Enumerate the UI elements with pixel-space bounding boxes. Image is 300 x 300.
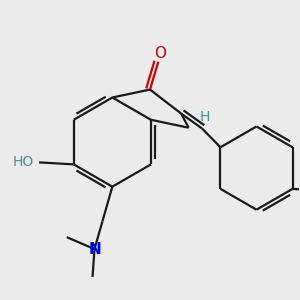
Text: N: N <box>88 242 101 256</box>
Text: H: H <box>200 110 210 124</box>
Text: HO: HO <box>13 155 34 170</box>
Text: O: O <box>154 46 166 62</box>
